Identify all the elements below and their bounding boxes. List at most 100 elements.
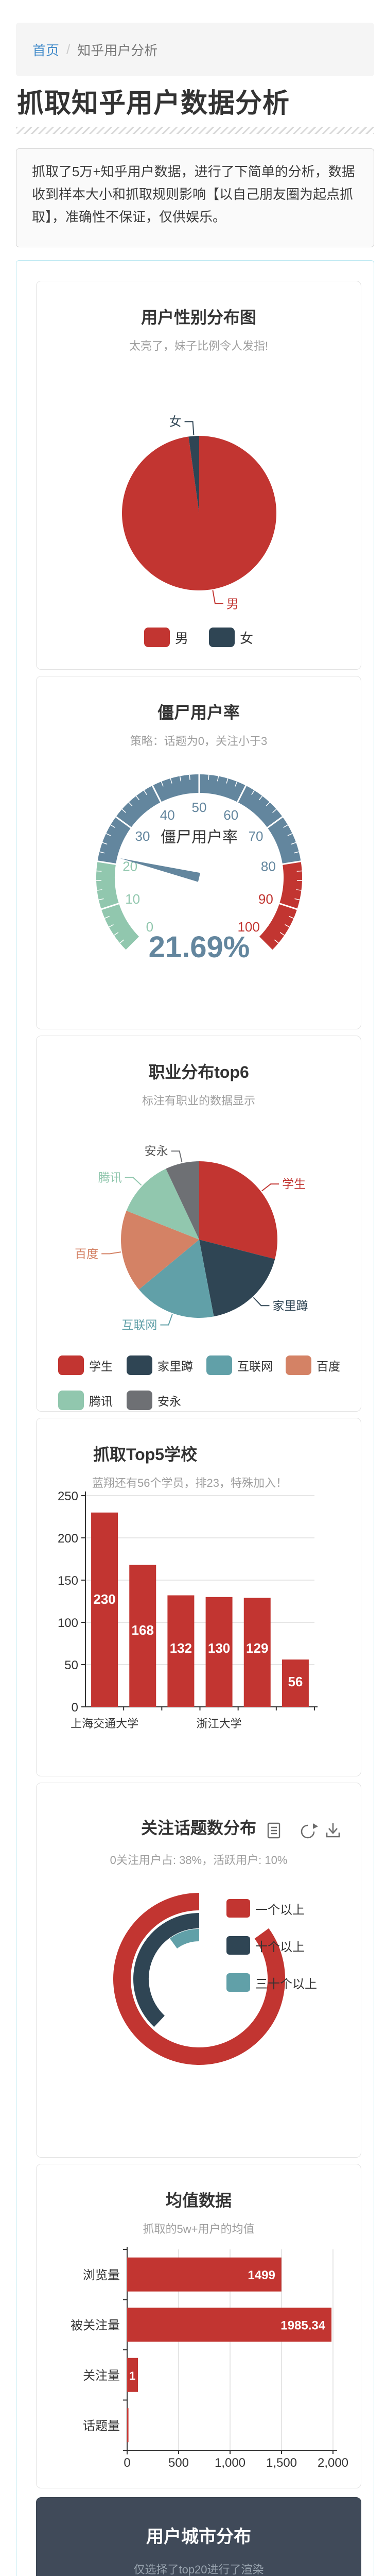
legend-label: 一个以上 (255, 1903, 305, 1917)
svg-text:56: 56 (288, 1674, 303, 1689)
svg-text:百度: 百度 (75, 1247, 98, 1261)
legend-label: 十个以上 (255, 1940, 305, 1954)
legend-item[interactable]: 互联网 (206, 1355, 273, 1375)
chart-title: 用户城市分布 (146, 2527, 251, 2547)
chart-title: 职业分布top6 (148, 1063, 249, 1081)
svg-text:浏览量: 浏览量 (83, 2268, 120, 2282)
hatched-divider (16, 127, 374, 134)
legend-swatch (127, 1355, 152, 1375)
svg-text:腾讯: 腾讯 (98, 1171, 122, 1184)
svg-text:60: 60 (223, 807, 238, 823)
card-zombie-gauge: 僵尸用户率 策略：话题为0，关注小于3 0 10 20 30 40 50 60 70 80 90 1… (36, 676, 361, 1029)
chart-title: 用户性别分布图 (141, 308, 256, 327)
legend-swatch (58, 1355, 84, 1375)
legend-swatch (226, 1936, 250, 1955)
chart-title: 关注话题数分布 (141, 1819, 256, 1837)
card-top-schools-bar: 抓取Top5学校 蓝翔还有56个学员，排23，特殊加入！ 0 50 100 150 20… (36, 1418, 361, 1776)
svg-text:互联网: 互联网 (121, 1318, 157, 1332)
svg-text:2,000: 2,000 (318, 2456, 348, 2470)
breadcrumb-separator: / (66, 41, 71, 57)
chart-subtitle: 蓝翔还有56个学员，排23，特殊加入！ (92, 1477, 287, 1489)
chart-subtitle: 标注有职业的数据显示 (142, 1094, 255, 1107)
legend-item[interactable]: 男 (144, 628, 188, 647)
legend-swatch (209, 628, 235, 647)
svg-text:40: 40 (160, 807, 175, 823)
chart-subtitle: 0关注用户占: 38%，活跃用户: 10% (110, 1854, 288, 1867)
svg-text:0: 0 (72, 1701, 78, 1715)
legend-item[interactable]: 十个以上 (226, 1936, 305, 1955)
svg-text:1,500: 1,500 (266, 2456, 297, 2470)
chart-title: 僵尸用户率 (157, 703, 240, 722)
svg-text:10: 10 (125, 891, 140, 907)
gender-pie-chart: 女男 (122, 415, 277, 611)
svg-text:0: 0 (124, 2456, 130, 2470)
card-averages-hbar: 均值数据 抓取的5w+用户的均值 0 500 1,000 1,500 2,000 浏览量 1… (36, 2164, 361, 2488)
svg-text:男: 男 (226, 597, 239, 611)
svg-text:1,000: 1,000 (215, 2456, 245, 2470)
svg-text:230: 230 (93, 1591, 115, 1607)
breadcrumb-home-link[interactable]: 首页 (32, 42, 60, 58)
svg-text:女: 女 (169, 415, 182, 429)
legend-swatch (226, 1899, 250, 1918)
legend-label: 男 (174, 630, 188, 646)
intro-well: 抓取了5万+知乎用户数据，进行了下简单的分析，数据收到样本大小和抓取规则影响【以… (16, 148, 374, 247)
svg-text:话题量: 话题量 (83, 2419, 120, 2433)
svg-text:30: 30 (135, 828, 150, 844)
svg-text:80: 80 (261, 859, 276, 874)
legend-label: 安永 (157, 1395, 181, 1408)
breadcrumb: 首页 / 知乎用户分析 (16, 23, 374, 76)
averages-bar-chart: 0 500 1,000 1,500 2,000 浏览量 1499 被关注量 1985.34 关注量… (71, 2247, 348, 2470)
legend-item[interactable]: 家里蹲 (127, 1355, 193, 1375)
breadcrumb-current: 知乎用户分析 (77, 42, 158, 58)
svg-text:安永: 安永 (145, 1144, 168, 1158)
legend-label: 互联网 (237, 1360, 273, 1373)
legend-item[interactable]: 一个以上 (226, 1899, 305, 1918)
chart-subtitle: 太亮了，妹子比例令人发指! (129, 340, 269, 352)
svg-text:132: 132 (170, 1640, 192, 1656)
card-topics-rings: 关注话题数分布 0关注用户占: 38%，活跃用户: 10% 一个以上十个以上三十… (36, 1783, 361, 2158)
legend-item[interactable]: 腾讯 (58, 1391, 113, 1410)
legend-label: 学生 (89, 1360, 113, 1373)
gender-pie-legend: 男女 (37, 628, 361, 647)
svg-text:浙江大学: 浙江大学 (197, 1717, 242, 1730)
legend-label: 百度 (317, 1360, 340, 1373)
svg-text:168: 168 (132, 1622, 154, 1638)
legend-label: 三十个以上 (255, 1977, 317, 1991)
svg-text:0: 0 (146, 919, 153, 935)
svg-text:学生: 学生 (282, 1177, 306, 1191)
svg-text:被关注量: 被关注量 (71, 2318, 120, 2332)
legend-item[interactable]: 安永 (127, 1391, 181, 1410)
svg-text:50: 50 (192, 800, 207, 815)
svg-text:关注量: 关注量 (83, 2369, 120, 2383)
svg-text:50: 50 (64, 1658, 78, 1672)
topics-ring-chart (113, 1893, 285, 2065)
legend-swatch (144, 628, 170, 647)
svg-text:上海交通大学: 上海交通大学 (71, 1717, 138, 1730)
card-occupation-pie: 职业分布top6 标注有职业的数据显示 学生 家里蹲 互联网 百度 腾讯 安永 学生 家里蹲… (36, 1036, 361, 1412)
svg-text:僵尸用户率: 僵尸用户率 (161, 829, 238, 846)
legend-item[interactable]: 三十个以上 (226, 1973, 317, 1992)
card-gender-pie: 用户性别分布图 太亮了，妹子比例令人发指! 女男 男女 (36, 281, 361, 670)
legend-item[interactable]: 学生 (58, 1355, 113, 1375)
svg-text:100: 100 (58, 1616, 78, 1630)
chart-subtitle: 抓取的5w+用户的均值 (143, 2223, 255, 2235)
svg-text:90: 90 (258, 891, 273, 907)
legend-label: 女 (240, 630, 254, 646)
svg-text:家里蹲: 家里蹲 (272, 1299, 308, 1312)
legend-swatch (58, 1391, 84, 1410)
legend-item[interactable]: 百度 (286, 1355, 340, 1375)
legend-label: 家里蹲 (157, 1360, 193, 1373)
legend-label: 腾讯 (89, 1395, 113, 1408)
legend-swatch (206, 1355, 232, 1375)
svg-text:250: 250 (58, 1489, 78, 1503)
legend-swatch (226, 1973, 250, 1992)
chart-subtitle: 策略：话题为0，关注小于3 (130, 735, 268, 748)
page-title: 抓取知乎用户数据分析 (17, 89, 290, 118)
svg-text:100: 100 (237, 919, 259, 935)
legend-item[interactable]: 女 (209, 628, 253, 647)
legend-swatch (127, 1391, 152, 1410)
chart-title: 均值数据 (165, 2191, 232, 2210)
